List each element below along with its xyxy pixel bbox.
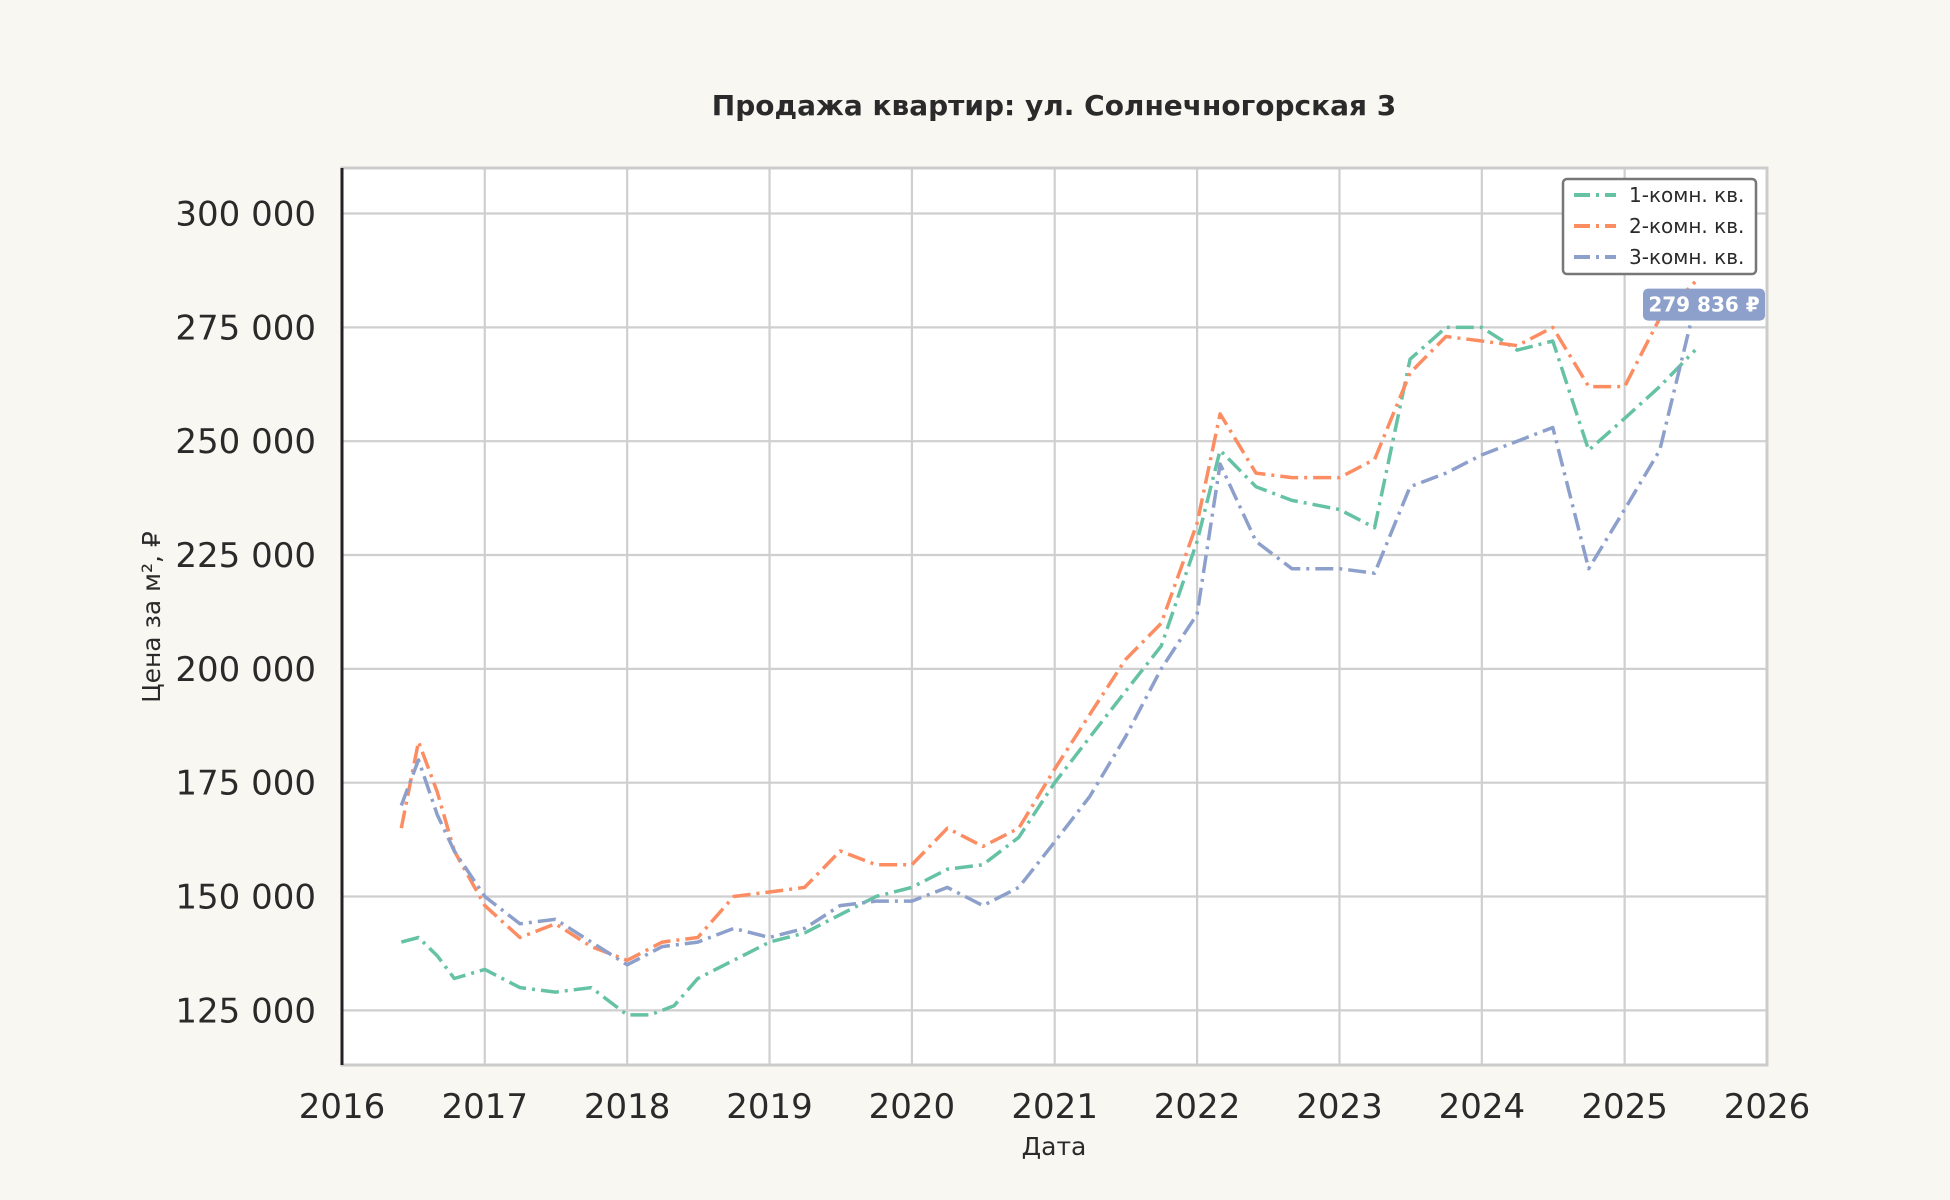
y-axis-label: Цена за м², ₽: [137, 531, 166, 703]
chart-title: Продажа квартир: ул. Солнечногорская 3: [712, 89, 1396, 122]
end-label-box: [1643, 288, 1765, 321]
legend-label-1room: 1-комн. кв.: [1629, 183, 1744, 207]
y-tick-label: 225 000: [175, 536, 316, 576]
x-tick-label: 2022: [1154, 1087, 1241, 1127]
x-tick-labels: 2016 2017 2018 2019 2020 2021 2022 2023 2024 2025…: [299, 1087, 1811, 1127]
y-tick-label: 200 000: [175, 650, 316, 690]
y-tick-label: 250 000: [175, 422, 316, 462]
y-tick-labels: 125 000 150 000 175 000 200 000 225 000 250 0…: [175, 195, 316, 1032]
y-tick-label: 125 000: [175, 991, 316, 1031]
legend-label-2room: 2-комн. кв.: [1629, 214, 1744, 238]
end-labels: 279 836 ₽: [1643, 288, 1765, 321]
y-tick-label: 300 000: [175, 195, 316, 235]
x-tick-label: 2019: [726, 1087, 813, 1127]
legend-box: [1561, 177, 1758, 276]
y-tick-label: 275 000: [175, 308, 316, 348]
x-tick-label: 2017: [442, 1087, 529, 1127]
x-tick-label: 2025: [1581, 1087, 1668, 1127]
x-tick-label: 2026: [1724, 1087, 1811, 1127]
x-tick-label: 2023: [1296, 1087, 1383, 1127]
y-tick-label: 175 000: [175, 764, 316, 804]
series-line-2: [399, 280, 1697, 963]
x-tick-label: 2016: [299, 1087, 386, 1127]
series-group: [399, 280, 1697, 1017]
legend-label-3room: 3-комн. кв.: [1629, 245, 1744, 269]
x-tick-label: 2020: [869, 1087, 956, 1127]
x-tick-label: 2021: [1011, 1087, 1098, 1127]
x-tick-label: 2024: [1439, 1087, 1526, 1127]
series-line-1: [400, 325, 1697, 1017]
legend: 1-комн. кв. 2-комн. кв. 3-комн. кв.: [1561, 177, 1758, 276]
y-tick-label: 150 000: [175, 878, 316, 918]
end-label-text: 279 836 ₽: [1648, 293, 1759, 317]
x-tick-label: 2018: [584, 1087, 671, 1127]
x-axis-label: Дата: [1022, 1132, 1087, 1161]
